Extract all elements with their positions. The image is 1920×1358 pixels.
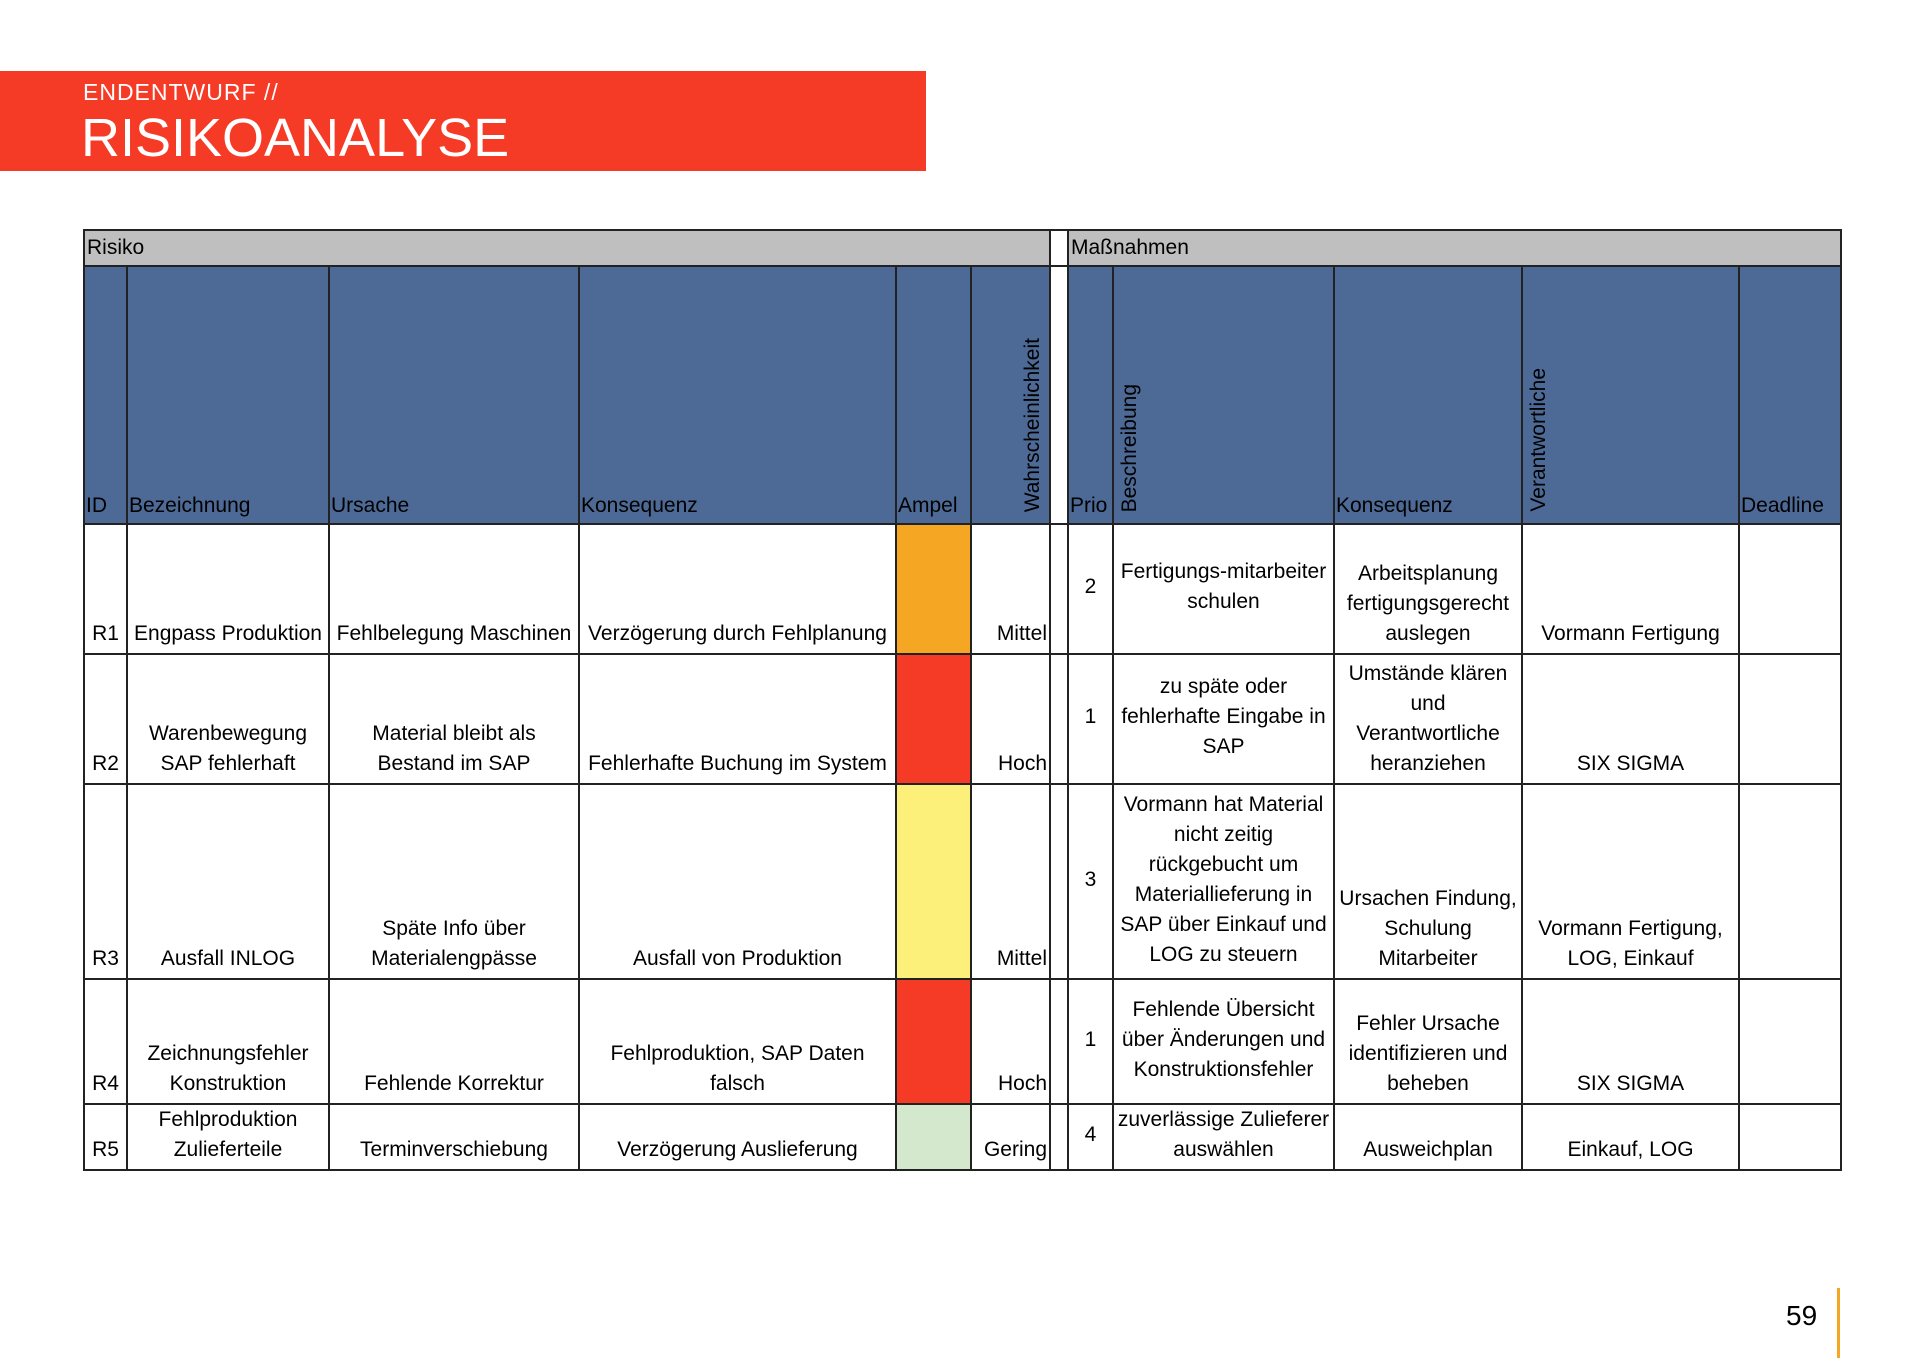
risk-row: R4 Zeichnungsfehler Konstruktion Fehlende … [83,978,1843,1105]
gap-cell [1049,1103,1069,1171]
gap-cell [1049,523,1069,655]
risk-id: R4 [83,978,128,1105]
column-header: Konsequenz [1333,265,1523,525]
traffic-light [895,653,972,785]
column-header: ID [83,265,128,525]
column-header-text: Beschreibung [1118,383,1141,512]
risk-row: R5 Fehlproduktion Zulieferteile Terminvers… [83,1103,1843,1171]
priority: 3 [1067,783,1114,980]
risk-name: Fehlproduktion Zulieferteile [126,1103,330,1171]
risk-consequence: Fehlerhafte Buchung im System [578,653,897,785]
risk-table: Risiko Maßnahmen ID Bezeichnung Ursache Kons… [83,229,1843,1171]
measure-consequence: Fehler Ursache identifizieren und behebe… [1333,978,1523,1105]
page-number: 59 [1786,1300,1818,1331]
group-header: Maßnahmen [1066,229,1843,267]
responsible: SIX SIGMA [1521,653,1740,785]
measure-consequence: Umstände klären und Verantwortliche hera… [1333,653,1523,785]
responsible: Vormann Fertigung [1521,523,1740,655]
probability: Hoch [970,653,1051,785]
measure-consequence: Ausweichplan [1333,1103,1523,1171]
measure-consequence: Arbeitsplanung fertigungsgerecht auslege… [1333,523,1523,655]
risk-consequence: Verzögerung Auslieferung [578,1103,897,1171]
risk-name: Zeichnungsfehler Konstruktion [126,978,330,1105]
responsible: Einkauf, LOG [1521,1103,1740,1171]
deadline [1737,523,1843,655]
risk-cause: Material bleibt als Bestand im SAP [328,653,580,785]
column-header: Prio [1067,265,1114,525]
header-title: RISIKOANALYSE [81,108,510,168]
measure-description: zu späte oder fehlerhafte Eingabe in SAP [1112,653,1335,785]
group-header: Risiko [83,229,1051,267]
deadline [1737,653,1843,785]
traffic-light [895,1103,972,1171]
risk-id: R5 [83,1103,128,1171]
measure-description: Fehlende Übersicht über Änderungen und K… [1112,978,1335,1105]
column-header: Bezeichnung [126,265,330,525]
priority: 4 [1067,1103,1114,1171]
gap-cell [1049,978,1069,1105]
risk-row: R2 Warenbewegung SAP fehlerhaft Material b… [83,653,1843,785]
header-kicker: ENDENTWURF // [83,79,279,105]
risk-consequence: Verzögerung durch Fehlplanung [578,523,897,655]
risk-id: R1 [83,523,128,655]
probability: Mittel [970,523,1051,655]
risk-cause: Terminverschiebung [328,1103,580,1171]
probability: Hoch [970,978,1051,1105]
measure-description: Vormann hat Material nicht zeitig rückge… [1112,783,1335,980]
deadline [1737,1103,1843,1171]
priority: 2 [1067,523,1114,655]
risk-name: Warenbewegung SAP fehlerhaft [126,653,330,785]
risk-row: R3 Ausfall INLOG Späte Info über Materiale… [83,783,1843,980]
traffic-light [895,523,972,655]
deadline [1737,978,1843,1105]
risk-name: Engpass Produktion [126,523,330,655]
measure-consequence: Ursachen Findung, Schulung Mitarbeiter [1333,783,1523,980]
responsible: Vormann Fertigung, LOG, Einkauf [1521,783,1740,980]
column-header: Wahrscheinlichkeit [970,265,1051,525]
probability: Gering [970,1103,1051,1171]
risk-consequence: Fehlproduktion, SAP Daten falsch [578,978,897,1105]
gap-cell [1049,265,1069,525]
risk-id: R2 [83,653,128,785]
risk-cause: Fehlbelegung Maschinen [328,523,580,655]
traffic-light [895,783,972,980]
measure-description: Fertigungs-mitarbeiter schulen [1112,523,1335,655]
column-header: Beschreibung [1112,265,1335,525]
risk-name: Ausfall INLOG [126,783,330,980]
deadline [1737,783,1843,980]
traffic-light [895,978,972,1105]
header-band: ENDENTWURF // RISIKOANALYSE [0,71,926,171]
probability: Mittel [970,783,1051,980]
column-header: Ursache [328,265,580,525]
gap-cell [1049,783,1069,980]
column-header-text: Wahrscheinlichkeit [1021,337,1044,512]
risk-cause: Späte Info über Materialengpässe [328,783,580,980]
gap-cell [1049,653,1069,785]
column-header-text: Verantwortliche [1527,368,1550,512]
column-header: Deadline [1737,265,1843,525]
priority: 1 [1067,978,1114,1105]
column-header: Ampel [895,265,972,525]
column-header: Konsequenz [578,265,897,525]
responsible: SIX SIGMA [1521,978,1740,1105]
priority: 1 [1067,653,1114,785]
risk-cause: Fehlende Korrektur [328,978,580,1105]
page-line [1837,1288,1840,1358]
risk-id: R3 [83,783,128,980]
risk-consequence: Ausfall von Produktion [578,783,897,980]
risk-row: R1 Engpass Produktion Fehlbelegung Maschin… [83,523,1843,655]
column-header: Verantwortliche [1521,265,1740,525]
measure-description: zuverlässige Zulieferer auswählen [1112,1103,1335,1171]
